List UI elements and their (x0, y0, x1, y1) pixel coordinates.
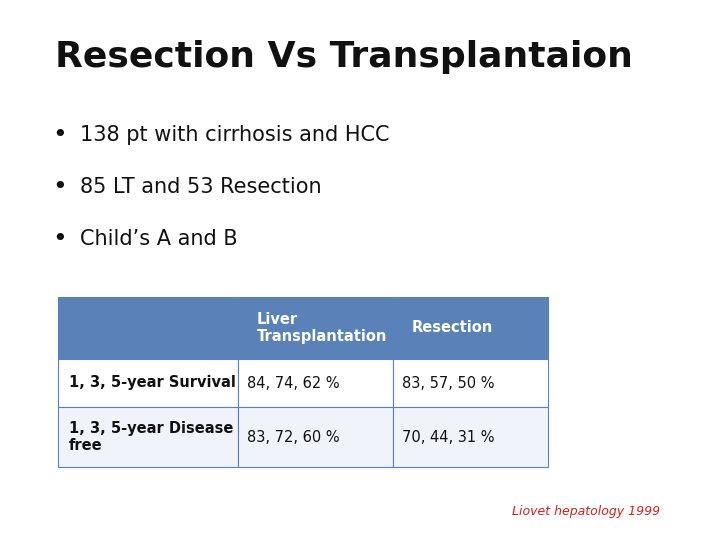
Text: Resection: Resection (412, 321, 493, 335)
Bar (238, 359, 393, 407)
Text: Liovet hepatology 1999: Liovet hepatology 1999 (512, 505, 660, 518)
Text: 83, 72, 60 %: 83, 72, 60 % (247, 429, 340, 444)
Bar (393, 407, 548, 467)
Bar (393, 297, 548, 359)
Bar (58, 407, 238, 467)
Text: Liver
Transplantation: Liver Transplantation (256, 312, 387, 344)
Text: 84, 74, 62 %: 84, 74, 62 % (247, 375, 340, 390)
Text: Resection Vs Transplantaion: Resection Vs Transplantaion (55, 40, 633, 74)
Bar (238, 297, 393, 359)
Text: •: • (52, 175, 67, 199)
Bar (393, 359, 548, 407)
Bar (58, 297, 238, 359)
Text: 83, 57, 50 %: 83, 57, 50 % (402, 375, 495, 390)
Bar (238, 407, 393, 467)
Text: 70, 44, 31 %: 70, 44, 31 % (402, 429, 495, 444)
Text: 85 LT and 53 Resection: 85 LT and 53 Resection (80, 177, 322, 197)
Text: Child’s A and B: Child’s A and B (80, 229, 238, 249)
Text: 1, 3, 5-year Disease
free: 1, 3, 5-year Disease free (69, 421, 233, 453)
Text: •: • (52, 123, 67, 147)
Text: •: • (52, 227, 67, 251)
Bar (58, 359, 238, 407)
Text: 138 pt with cirrhosis and HCC: 138 pt with cirrhosis and HCC (80, 125, 390, 145)
Text: 1, 3, 5-year Survival: 1, 3, 5-year Survival (69, 375, 235, 390)
